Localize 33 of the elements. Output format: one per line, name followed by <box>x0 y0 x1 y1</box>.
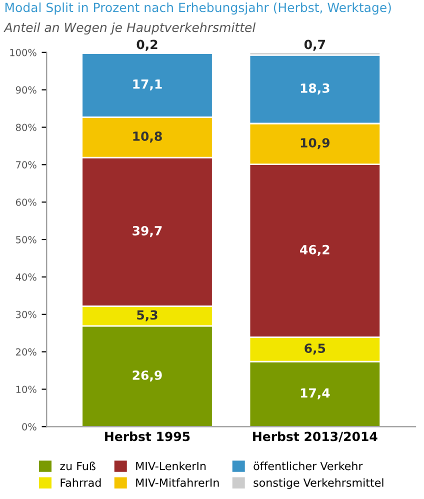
legend-label: sonstige Verkehrsmittel <box>254 478 384 489</box>
data-label: 17,1 <box>133 79 162 90</box>
y-tick-label: 100% <box>10 48 36 56</box>
y-tick-label: 10% <box>16 386 36 394</box>
x-tick-label: Herbst 1995 <box>105 432 190 442</box>
x-tick-label: Herbst 2013/2014 <box>253 432 378 442</box>
data-label: 10,8 <box>133 132 162 143</box>
chart-title: Modal Split in Prozent nach Erhebungsjahr (Herbst, Werktage) <box>5 2 391 15</box>
legend-label: MIV-MitfahrerIn <box>136 478 219 487</box>
y-tick-label: 70% <box>16 161 36 168</box>
y-tick-label: 0% <box>22 423 36 430</box>
data-label: 18,3 <box>300 83 330 94</box>
data-label: 46,2 <box>300 244 330 256</box>
y-tick-label: 90% <box>16 86 36 94</box>
y-tick-label: 60% <box>16 198 36 206</box>
legend-label: öffentlicher Verkehr <box>254 462 363 470</box>
legend-label: zu Fuß <box>60 462 96 470</box>
chart-subtitle: Anteil an Wegen je Hauptverkehrsmittel <box>4 22 256 35</box>
data-label: 6,5 <box>304 344 326 355</box>
y-tick-label: 30% <box>16 310 36 318</box>
y-tick-label: 20% <box>16 348 36 356</box>
data-label: 17,4 <box>300 388 330 400</box>
data-label: 26,9 <box>132 370 162 382</box>
data-label: 0,2 <box>136 40 158 51</box>
y-tick-label: 40% <box>16 273 36 281</box>
y-tick-label: 80% <box>16 124 36 132</box>
data-label: 10,9 <box>300 138 330 150</box>
data-label: 39,7 <box>132 226 162 238</box>
legend-label: MIV-LenkerIn <box>136 462 206 470</box>
y-tick-label: 50% <box>16 236 36 244</box>
legend-label: Fahrrad <box>60 478 101 487</box>
data-label: 0,7 <box>304 40 325 51</box>
data-label: 5,3 <box>137 310 158 322</box>
